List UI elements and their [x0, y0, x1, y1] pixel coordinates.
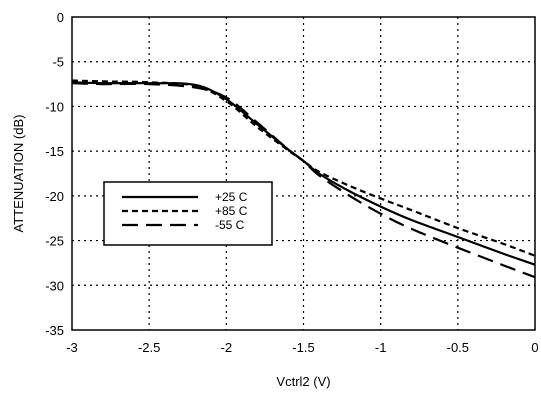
series-line — [71, 79, 536, 257]
y-tick-label: -25 — [45, 234, 64, 249]
plot-frame — [71, 16, 536, 331]
series-lines — [71, 79, 536, 279]
x-tick-label: -2 — [221, 340, 233, 355]
y-tick-labels: 0 -5 -10 -15 -20 -25 -30 -35 — [45, 10, 64, 338]
y-axis-title: ATTENUATION (dB) — [11, 115, 26, 233]
x-tick-label: -2.5 — [138, 340, 160, 355]
y-tick-label: -10 — [45, 99, 64, 114]
y-tick-label: -35 — [45, 323, 64, 338]
x-axis-title: Vctrl2 (V) — [276, 374, 330, 389]
x-tick-label: 0 — [531, 340, 538, 355]
series-line — [71, 82, 536, 279]
y-tick-label: 0 — [57, 10, 64, 25]
y-tick-label: -15 — [45, 144, 64, 159]
x-tick-label: -1.5 — [292, 340, 314, 355]
x-tick-label: -3 — [66, 340, 78, 355]
y-tick-label: -20 — [45, 189, 64, 204]
y-tick-label: -5 — [52, 55, 64, 70]
legend-label: +25 C — [215, 190, 248, 204]
x-tick-label: -1 — [375, 340, 387, 355]
x-tick-label: -0.5 — [447, 340, 469, 355]
grid — [72, 17, 535, 330]
legend-box — [103, 181, 273, 246]
legend-label: -55 C — [215, 218, 245, 232]
y-tick-label: -30 — [45, 278, 64, 293]
legend: +25 C+85 C-55 C — [103, 181, 273, 246]
legend-label: +85 C — [215, 204, 248, 218]
x-tick-labels: -3 -2.5 -2 -1.5 -1 -0.5 0 — [66, 340, 538, 355]
